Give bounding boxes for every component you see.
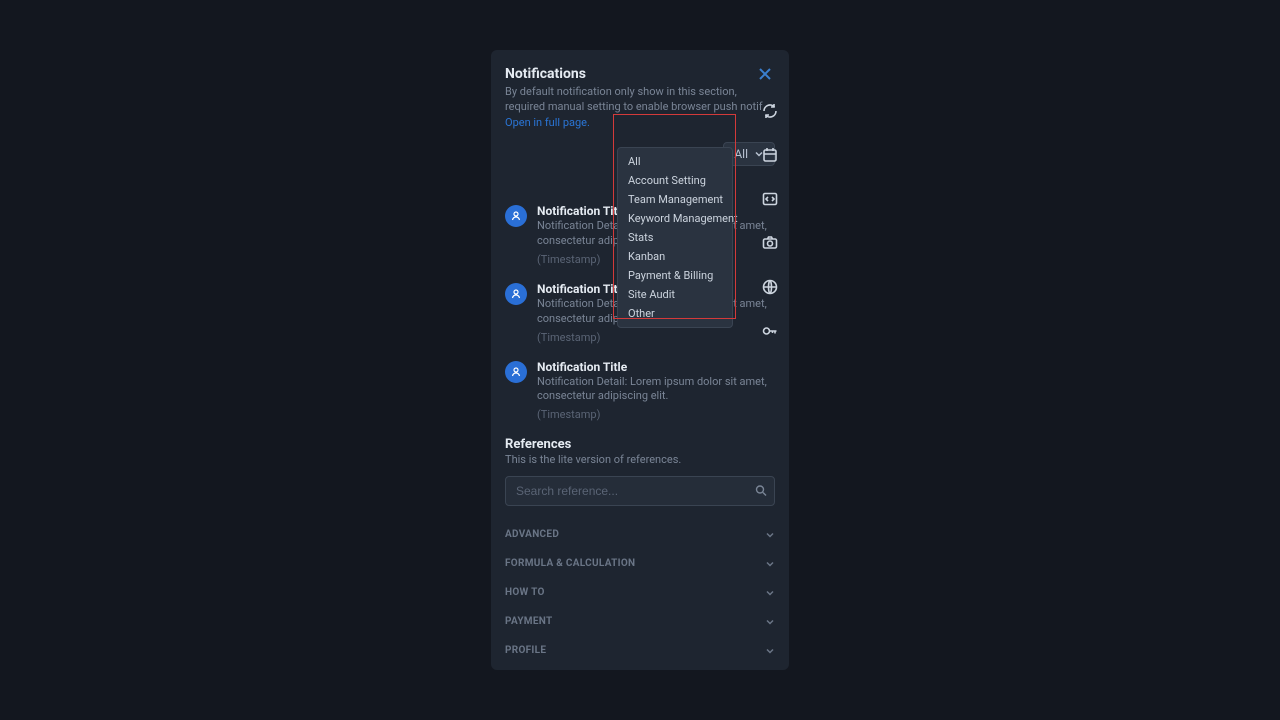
dropdown-item[interactable]: Account Setting bbox=[618, 171, 732, 190]
user-icon bbox=[510, 366, 522, 378]
close-button[interactable] bbox=[755, 64, 775, 84]
calendar-icon[interactable] bbox=[759, 144, 781, 166]
avatar bbox=[505, 283, 527, 305]
notifications-panel: Notifications By default notification on… bbox=[491, 50, 789, 670]
dropdown-item[interactable]: Stats bbox=[618, 228, 732, 247]
reference-label: ADVANCED bbox=[505, 529, 559, 540]
dropdown-item[interactable]: Other bbox=[618, 304, 732, 323]
references-title: References bbox=[505, 437, 775, 452]
chevron-down-icon bbox=[765, 525, 775, 544]
user-icon bbox=[510, 210, 522, 222]
filter-dropdown: All Account Setting Team Management Keyw… bbox=[617, 147, 733, 328]
dropdown-item[interactable]: Team Management bbox=[618, 190, 732, 209]
globe-icon[interactable] bbox=[759, 276, 781, 298]
code-icon[interactable] bbox=[759, 188, 781, 210]
close-icon bbox=[758, 67, 772, 81]
filter-selected-label: All bbox=[734, 147, 748, 161]
notification-body: Notification Title Notification Detail: … bbox=[537, 360, 775, 422]
chevron-down-icon bbox=[765, 612, 775, 631]
avatar bbox=[505, 205, 527, 227]
key-icon[interactable] bbox=[759, 320, 781, 342]
sidebar-nav bbox=[755, 100, 785, 342]
reference-category[interactable]: PAYMENT bbox=[505, 607, 775, 636]
dropdown-item[interactable]: Site Audit bbox=[618, 285, 732, 304]
panel-subtitle-text: By default notification only show in thi… bbox=[505, 85, 766, 113]
open-full-page-link[interactable]: Open in full page. bbox=[505, 116, 590, 129]
reference-list: ADVANCED FORMULA & CALCULATION HOW TO PA… bbox=[505, 520, 775, 665]
notification-timestamp: (Timestamp) bbox=[537, 408, 775, 421]
reference-category[interactable]: PROFILE bbox=[505, 636, 775, 665]
search-icon bbox=[755, 482, 767, 501]
user-icon bbox=[510, 288, 522, 300]
dropdown-item[interactable]: Keyword Management bbox=[618, 209, 732, 228]
dropdown-item[interactable]: Kanban bbox=[618, 247, 732, 266]
reference-label: FORMULA & CALCULATION bbox=[505, 558, 635, 569]
notification-timestamp: (Timestamp) bbox=[537, 331, 775, 344]
reference-label: HOW TO bbox=[505, 587, 545, 598]
notification-detail: Notification Detail: Lorem ipsum dolor s… bbox=[537, 375, 775, 405]
camera-icon[interactable] bbox=[759, 232, 781, 254]
reference-label: PAYMENT bbox=[505, 616, 553, 627]
chevron-down-icon bbox=[765, 641, 775, 660]
reference-category[interactable]: FORMULA & CALCULATION bbox=[505, 549, 775, 578]
dropdown-item[interactable]: All bbox=[618, 152, 732, 171]
notification-item[interactable]: Notification Title Notification Detail: … bbox=[505, 360, 775, 422]
reference-category[interactable]: HOW TO bbox=[505, 578, 775, 607]
references-subtitle: This is the lite version of references. bbox=[505, 453, 775, 466]
notification-title: Notification Title bbox=[537, 360, 775, 374]
panel-subtitle: By default notification only show in thi… bbox=[505, 84, 775, 130]
dropdown-item[interactable]: Payment & Billing bbox=[618, 266, 732, 285]
reference-label: PROFILE bbox=[505, 645, 546, 656]
chevron-down-icon bbox=[765, 583, 775, 602]
search-wrap bbox=[505, 476, 775, 506]
refresh-icon[interactable] bbox=[759, 100, 781, 122]
panel-title: Notifications bbox=[505, 66, 775, 82]
search-input[interactable] bbox=[505, 476, 775, 506]
avatar bbox=[505, 361, 527, 383]
chevron-down-icon bbox=[765, 554, 775, 573]
reference-category[interactable]: ADVANCED bbox=[505, 520, 775, 549]
